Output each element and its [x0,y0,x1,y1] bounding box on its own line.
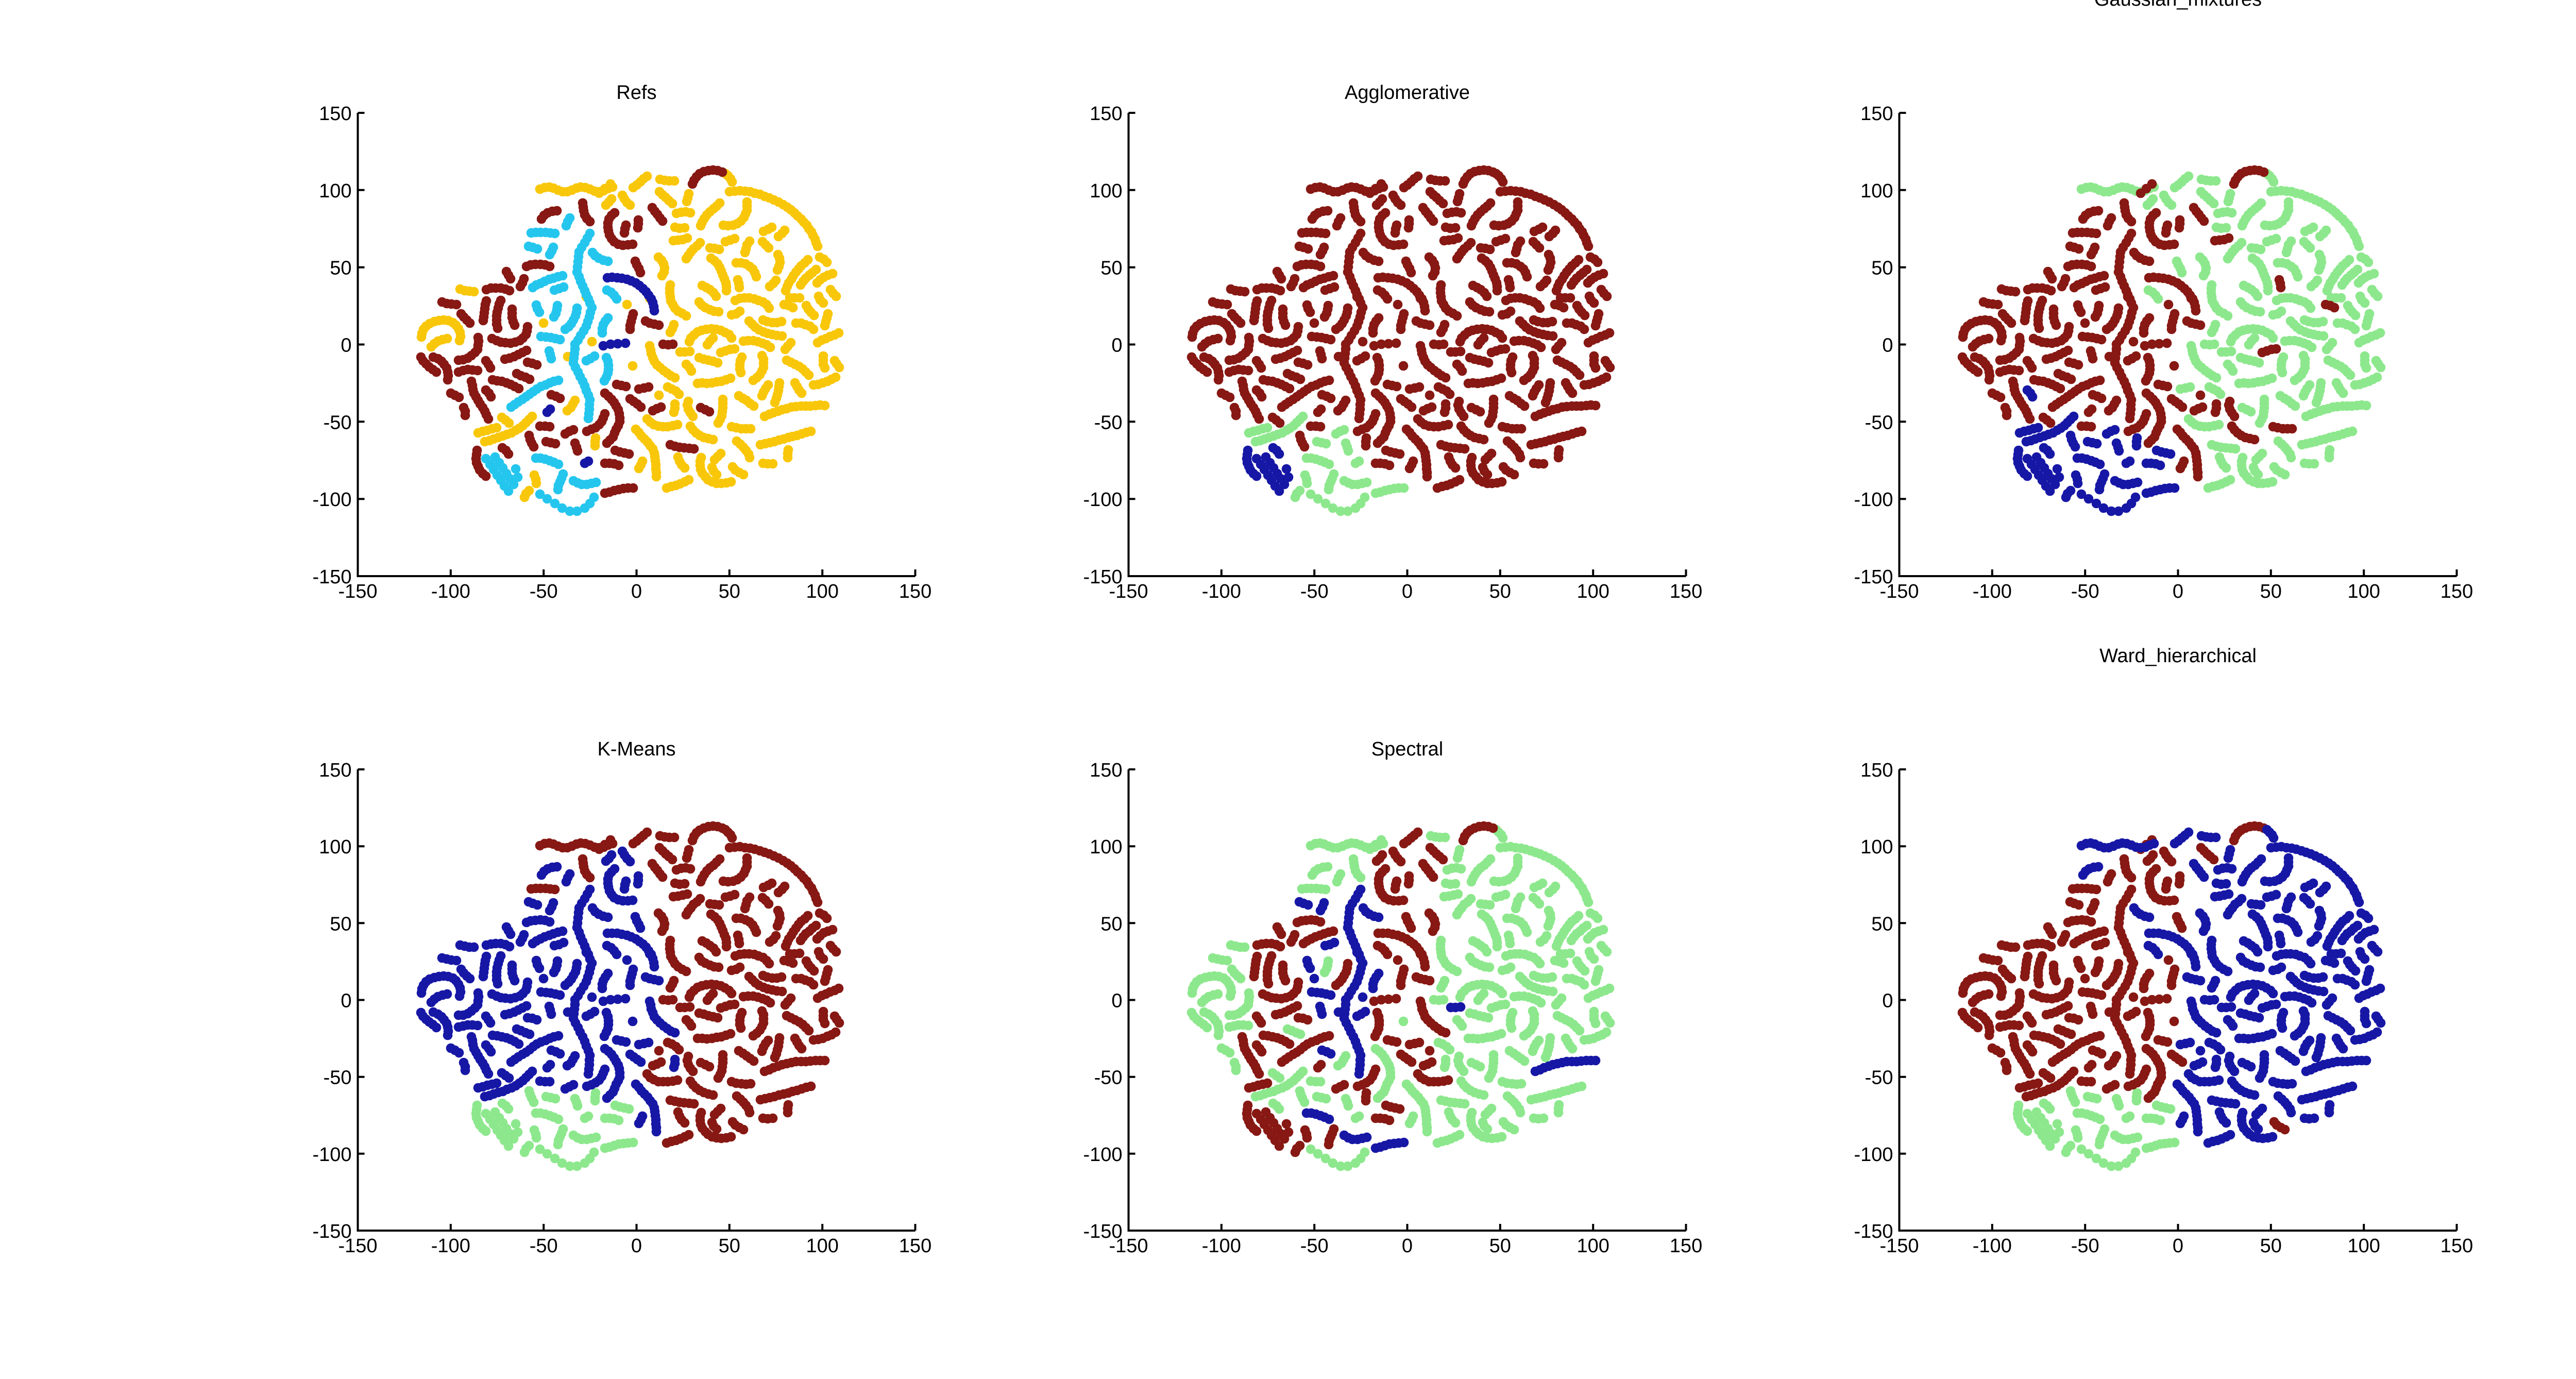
svg-text:150: 150 [899,1235,931,1257]
svg-text:100: 100 [1860,836,1893,858]
svg-text:-100: -100 [1202,581,1241,602]
svg-text:50: 50 [1489,1235,1511,1257]
svg-text:-50: -50 [1300,581,1329,602]
svg-text:-150: -150 [338,581,377,602]
svg-text:100: 100 [806,1235,838,1257]
svg-text:100: 100 [806,581,838,602]
svg-text:-100: -100 [1202,1235,1241,1257]
svg-text:-100: -100 [431,581,470,602]
svg-text:50: 50 [1871,258,1893,279]
svg-text:Refs: Refs [616,82,656,104]
svg-text:0: 0 [1402,581,1413,602]
svg-text:-50: -50 [324,412,352,433]
svg-text:150: 150 [1670,581,1702,602]
svg-text:150: 150 [319,760,351,781]
svg-text:50: 50 [1489,581,1511,602]
svg-text:-150: -150 [1879,1235,1919,1257]
svg-text:50: 50 [1100,258,1122,279]
svg-text:-150: -150 [1109,581,1148,602]
svg-text:150: 150 [1670,1235,1702,1257]
svg-text:100: 100 [2347,581,2380,602]
svg-text:100: 100 [1090,836,1122,858]
svg-text:-50: -50 [1094,1067,1123,1089]
svg-text:150: 150 [899,581,931,602]
svg-text:Spectral: Spectral [1371,738,1443,760]
svg-text:100: 100 [319,836,351,858]
svg-text:-50: -50 [530,1235,558,1257]
svg-text:-150: -150 [338,1235,377,1257]
svg-text:0: 0 [2173,581,2183,602]
svg-text:Gaussian_mixtures: Gaussian_mixtures [2094,0,2262,10]
svg-text:-100: -100 [1973,581,2012,602]
svg-text:-150: -150 [1854,566,1893,588]
svg-text:100: 100 [1090,180,1122,202]
svg-text:-50: -50 [2071,1235,2099,1257]
svg-text:-100: -100 [431,1235,470,1257]
svg-text:150: 150 [319,103,351,125]
svg-text:150: 150 [1090,760,1122,781]
svg-text:-100: -100 [312,1144,351,1166]
svg-text:150: 150 [2441,581,2473,602]
svg-text:50: 50 [1871,913,1893,935]
svg-text:0: 0 [1882,335,1893,357]
svg-text:-50: -50 [324,1067,352,1089]
svg-text:0: 0 [341,990,351,1012]
svg-text:100: 100 [1577,1235,1609,1257]
svg-text:100: 100 [1577,581,1609,602]
svg-text:100: 100 [2347,1235,2380,1257]
svg-text:-50: -50 [1865,1067,1893,1089]
svg-text:50: 50 [1100,913,1122,935]
svg-text:-150: -150 [1109,1235,1148,1257]
svg-text:-100: -100 [1083,489,1122,511]
svg-text:-50: -50 [530,581,558,602]
svg-text:-100: -100 [1854,489,1893,511]
svg-text:-50: -50 [1094,412,1123,433]
svg-text:K-Means: K-Means [597,738,675,760]
svg-text:-150: -150 [1879,581,1919,602]
svg-text:-100: -100 [1083,1144,1122,1166]
svg-text:0: 0 [631,581,642,602]
svg-text:-150: -150 [1083,566,1122,588]
svg-text:-100: -100 [1973,1235,2012,1257]
svg-text:-100: -100 [1854,1144,1893,1166]
svg-text:50: 50 [719,1235,740,1257]
svg-text:0: 0 [1402,1235,1413,1257]
svg-text:150: 150 [1860,760,1893,781]
svg-text:50: 50 [330,913,351,935]
svg-text:50: 50 [719,581,740,602]
svg-text:-100: -100 [312,489,351,511]
svg-text:150: 150 [1860,103,1893,125]
svg-text:-150: -150 [1083,1221,1122,1242]
svg-text:-150: -150 [1854,1221,1893,1242]
svg-text:0: 0 [1882,990,1893,1012]
svg-text:-50: -50 [2071,581,2099,602]
svg-text:150: 150 [1090,103,1122,125]
svg-text:0: 0 [1111,335,1122,357]
svg-text:0: 0 [341,335,351,357]
svg-text:-150: -150 [312,566,351,588]
svg-text:0: 0 [1111,990,1122,1012]
svg-text:-150: -150 [312,1221,351,1242]
svg-text:50: 50 [330,258,351,279]
svg-text:Ward_hierarchical: Ward_hierarchical [2099,645,2257,667]
svg-text:0: 0 [2173,1235,2183,1257]
svg-text:100: 100 [319,180,351,202]
svg-text:0: 0 [631,1235,642,1257]
svg-text:-50: -50 [1865,412,1893,433]
svg-text:100: 100 [1860,180,1893,202]
svg-text:50: 50 [2260,1235,2282,1257]
svg-text:50: 50 [2260,581,2282,602]
svg-text:Agglomerative: Agglomerative [1345,82,1470,104]
svg-text:150: 150 [2441,1235,2473,1257]
svg-text:-50: -50 [1300,1235,1329,1257]
